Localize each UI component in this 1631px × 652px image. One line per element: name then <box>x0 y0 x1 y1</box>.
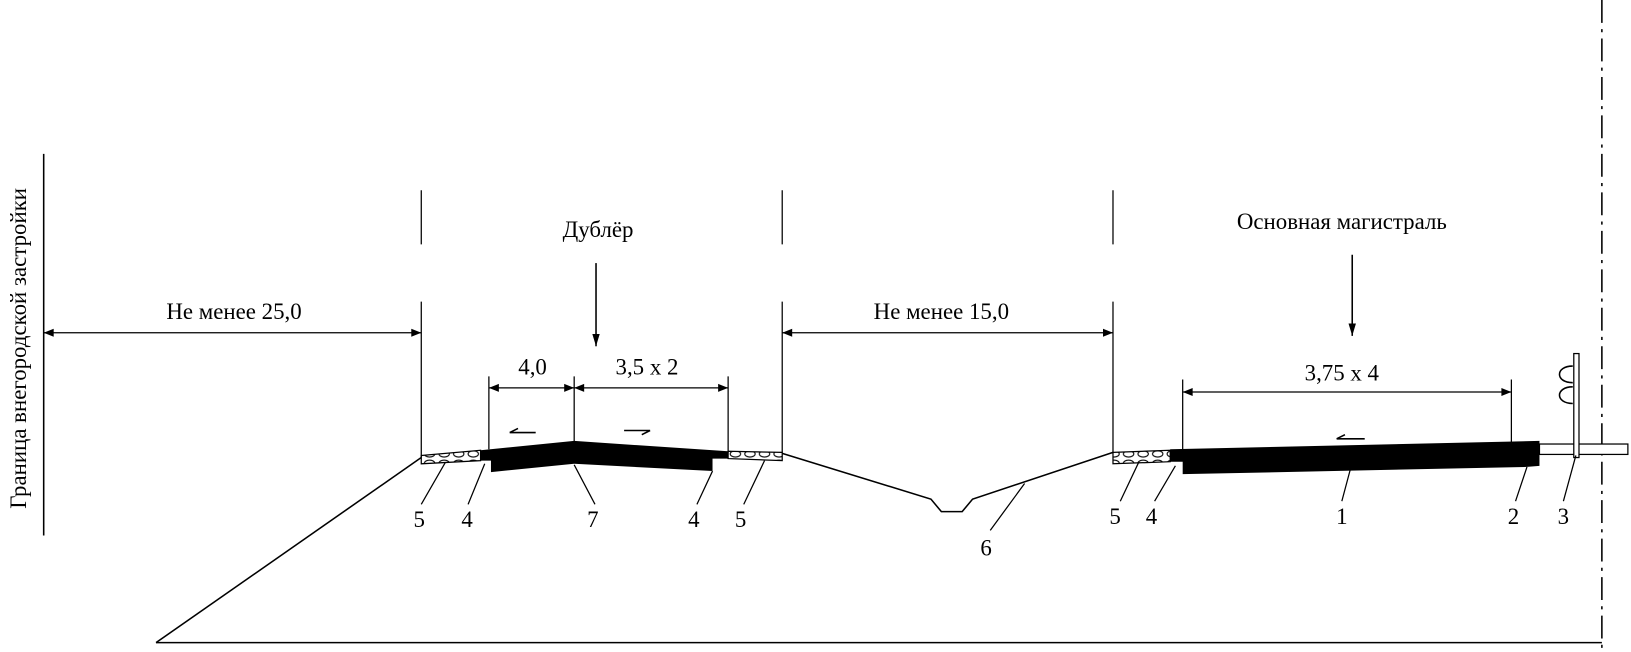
callout: 2 <box>1508 504 1519 529</box>
dimension-label: 3,5 x 2 <box>616 354 679 379</box>
traffic-arrow <box>509 427 536 434</box>
callout: 4 <box>461 507 473 532</box>
callout: 3 <box>1558 504 1569 529</box>
callout: 5 <box>1109 504 1120 529</box>
lighting-post <box>1573 352 1580 459</box>
sidewalk <box>1538 443 1629 456</box>
callouts: 5 4 7 4 5 6 5 4 1 2 3 <box>413 504 1569 560</box>
pavement <box>1170 440 1540 475</box>
callout: 7 <box>587 507 598 532</box>
traffic-arrow <box>1336 433 1365 440</box>
extension-lines <box>420 190 1513 458</box>
shoulder <box>420 449 482 465</box>
shoulder <box>727 450 783 462</box>
callout: 5 <box>735 507 746 532</box>
lamp <box>1558 365 1573 405</box>
slope <box>155 456 422 644</box>
callout: 4 <box>1146 504 1158 529</box>
callout: 1 <box>1336 504 1347 529</box>
dimension-label: Не менее 25,0 <box>166 299 301 324</box>
callout-leaders <box>420 455 1577 531</box>
dimension-label: 3,75 x 4 <box>1305 361 1380 386</box>
dimension-label: Не менее 15,0 <box>874 299 1009 324</box>
shoulder <box>1112 449 1171 465</box>
road-label: Основная магистраль <box>1237 209 1447 234</box>
callout: 6 <box>980 535 991 560</box>
boundary-label: Граница внегородской застройки <box>6 188 31 509</box>
road-label: Дублёр <box>563 217 634 242</box>
dimension-label: 4,0 <box>518 354 547 379</box>
callout: 4 <box>688 507 700 532</box>
ditch <box>781 451 1114 513</box>
traffic-arrow <box>624 429 651 436</box>
callout: 5 <box>413 507 424 532</box>
pavement <box>480 440 729 473</box>
